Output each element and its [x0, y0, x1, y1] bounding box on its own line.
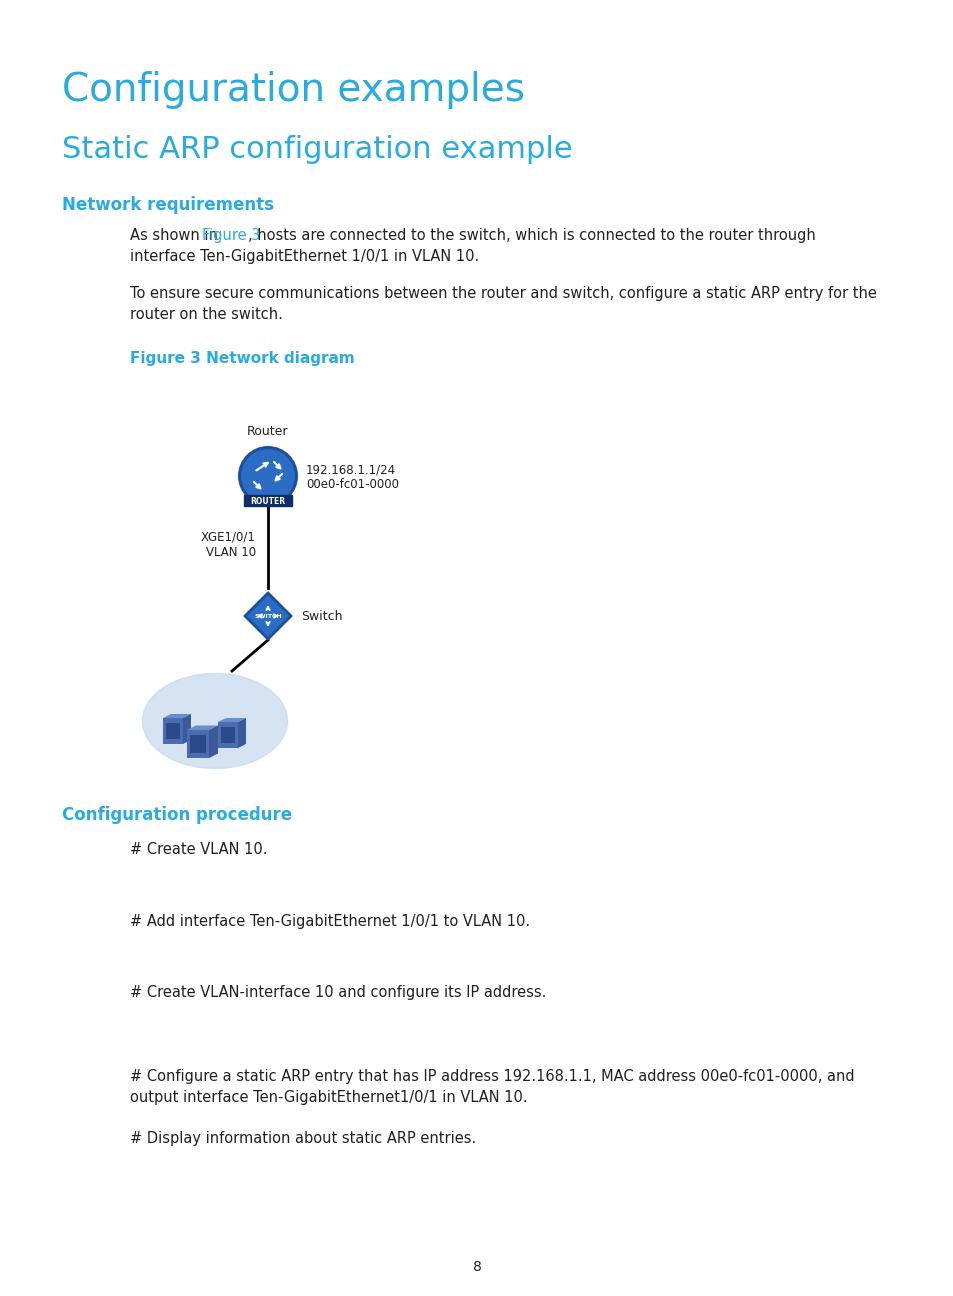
Text: # Configure a static ARP entry that has IP address 192.168.1.1, MAC address 00e0: # Configure a static ARP entry that has …	[130, 1069, 854, 1083]
Polygon shape	[244, 592, 292, 640]
Text: Figure 3: Figure 3	[202, 228, 260, 244]
Text: # Add interface Ten-GigabitEthernet 1/0/1 to VLAN 10.: # Add interface Ten-GigabitEthernet 1/0/…	[130, 914, 529, 928]
Text: VLAN 10: VLAN 10	[206, 547, 255, 560]
Ellipse shape	[142, 674, 287, 769]
Polygon shape	[163, 718, 183, 744]
Circle shape	[241, 448, 294, 503]
Text: As shown in: As shown in	[130, 228, 222, 244]
Text: router on the switch.: router on the switch.	[130, 307, 282, 323]
Polygon shape	[187, 726, 218, 730]
Polygon shape	[190, 735, 206, 753]
Circle shape	[237, 446, 297, 505]
Polygon shape	[163, 714, 191, 718]
Text: Static ARP configuration example: Static ARP configuration example	[62, 135, 572, 163]
Text: # Display information about static ARP entries.: # Display information about static ARP e…	[130, 1131, 476, 1146]
Polygon shape	[187, 730, 209, 758]
Polygon shape	[248, 596, 288, 636]
Text: 00e0-fc01-0000: 00e0-fc01-0000	[306, 477, 398, 490]
FancyBboxPatch shape	[244, 495, 292, 505]
Text: XGE1/0/1: XGE1/0/1	[201, 530, 255, 543]
Text: Figure 3 Network diagram: Figure 3 Network diagram	[130, 351, 355, 367]
Polygon shape	[166, 723, 180, 739]
Text: 8: 8	[472, 1261, 481, 1274]
Text: Switch: Switch	[301, 609, 342, 622]
Text: output interface Ten-GigabitEthernet1/0/1 in VLAN 10.: output interface Ten-GigabitEthernet1/0/…	[130, 1090, 527, 1104]
Text: Router: Router	[247, 425, 289, 438]
Polygon shape	[218, 722, 237, 748]
Text: To ensure secure communications between the router and switch, configure a stati: To ensure secure communications between …	[130, 286, 876, 302]
Polygon shape	[237, 718, 246, 748]
Text: 192.168.1.1/24: 192.168.1.1/24	[306, 464, 395, 477]
Polygon shape	[183, 714, 191, 744]
Polygon shape	[209, 726, 218, 758]
Text: Configuration examples: Configuration examples	[62, 71, 524, 109]
Text: , hosts are connected to the switch, which is connected to the router through: , hosts are connected to the switch, whi…	[248, 228, 815, 244]
Text: interface Ten-GigabitEthernet 1/0/1 in VLAN 10.: interface Ten-GigabitEthernet 1/0/1 in V…	[130, 249, 478, 264]
Text: # Create VLAN 10.: # Create VLAN 10.	[130, 842, 267, 857]
Text: Network requirements: Network requirements	[62, 196, 274, 214]
Text: ROUTER: ROUTER	[251, 496, 285, 505]
Text: Configuration procedure: Configuration procedure	[62, 806, 292, 824]
Text: # Create VLAN-interface 10 and configure its IP address.: # Create VLAN-interface 10 and configure…	[130, 985, 545, 999]
Text: SWITCH: SWITCH	[253, 613, 281, 618]
Polygon shape	[221, 727, 234, 743]
Polygon shape	[218, 718, 246, 722]
